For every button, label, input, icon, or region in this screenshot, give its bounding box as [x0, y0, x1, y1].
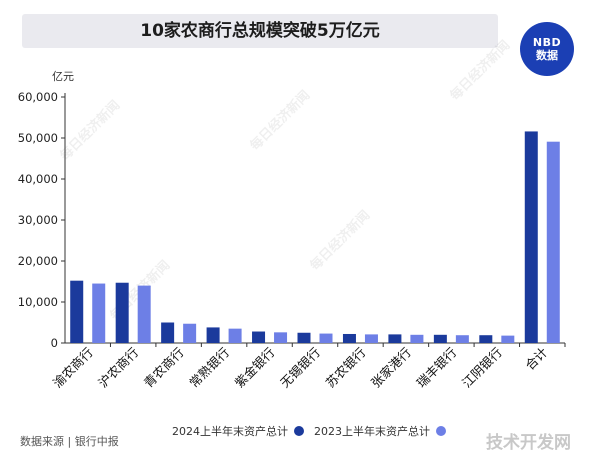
legend-label-2024: 2024上半年末资产总计 [172, 425, 288, 438]
legend-item-2023: 2023上半年末资产总计 [314, 423, 446, 439]
bar-2024 [206, 327, 220, 343]
x-tick-label: 江阴银行 [459, 345, 505, 391]
y-tick-label: 40,000 [18, 172, 58, 186]
x-tick-label: 无锡银行 [277, 345, 323, 391]
logo-line1: NBD [532, 35, 562, 49]
x-tick-label: 常熟银行 [186, 345, 232, 391]
bar-2024 [297, 332, 311, 343]
bar-2023 [319, 333, 333, 343]
legend-dot-2024 [294, 426, 304, 436]
bar-2024 [342, 333, 356, 343]
bar-2024 [161, 322, 175, 343]
x-tick-label: 渝农商行 [50, 345, 96, 391]
y-tick-label: 10,000 [18, 295, 58, 309]
x-tick-label: 张家港行 [368, 345, 414, 391]
bar-2023 [228, 328, 242, 343]
y-tick-label: 50,000 [18, 131, 58, 145]
x-tick-label: 紫金银行 [232, 345, 278, 391]
x-tick-label: 青农商行 [141, 345, 187, 391]
y-tick-label: 0 [51, 336, 58, 350]
chart-title: 10家农商行总规模突破5万亿元 [140, 21, 380, 41]
bar-2023 [274, 332, 288, 343]
y-tick-label: 20,000 [18, 254, 58, 268]
bar-2023 [410, 334, 424, 343]
bar-2024 [433, 334, 447, 343]
bar-2023 [501, 335, 515, 343]
bar-2023 [183, 323, 197, 343]
bar-2024 [479, 335, 493, 343]
logo-line2: 数据 [536, 48, 558, 62]
bar-2023 [455, 335, 469, 343]
y-axis-unit: 亿元 [52, 70, 74, 83]
legend-label-2023: 2023上半年末资产总计 [314, 425, 430, 438]
data-source: 数据来源 | 银行中报 [20, 435, 119, 448]
bar-2023 [364, 334, 378, 343]
legend-item-2024: 2024上半年末资产总计 [172, 423, 304, 439]
bar-2023 [92, 283, 106, 343]
title-bar: 10家农商行总规模突破5万亿元 [22, 14, 498, 48]
x-tick-label: 沪农商行 [95, 345, 141, 391]
y-tick-label: 30,000 [18, 213, 58, 227]
bar-2023 [546, 141, 560, 343]
bar-2023 [137, 285, 151, 343]
x-tick-label: 瑞丰银行 [414, 345, 460, 391]
x-tick-label: 合计 [522, 345, 550, 373]
nbd-logo: NBD 数据 [520, 22, 574, 76]
bar-2024 [115, 282, 129, 343]
bar-chart: 60,000 50,000 40,000 30,000 20,000 10,000 0渝农商… [18, 90, 566, 391]
y-tick-label: 60,000 [18, 90, 58, 104]
legend-dot-2023 [436, 426, 446, 436]
bar-2024 [388, 334, 402, 343]
bar-2024 [524, 131, 538, 343]
bar-2024 [70, 280, 84, 343]
x-tick-label: 苏农银行 [323, 345, 369, 391]
bar-2024 [252, 331, 266, 343]
corner-mark: 技术开发网 [486, 433, 571, 453]
